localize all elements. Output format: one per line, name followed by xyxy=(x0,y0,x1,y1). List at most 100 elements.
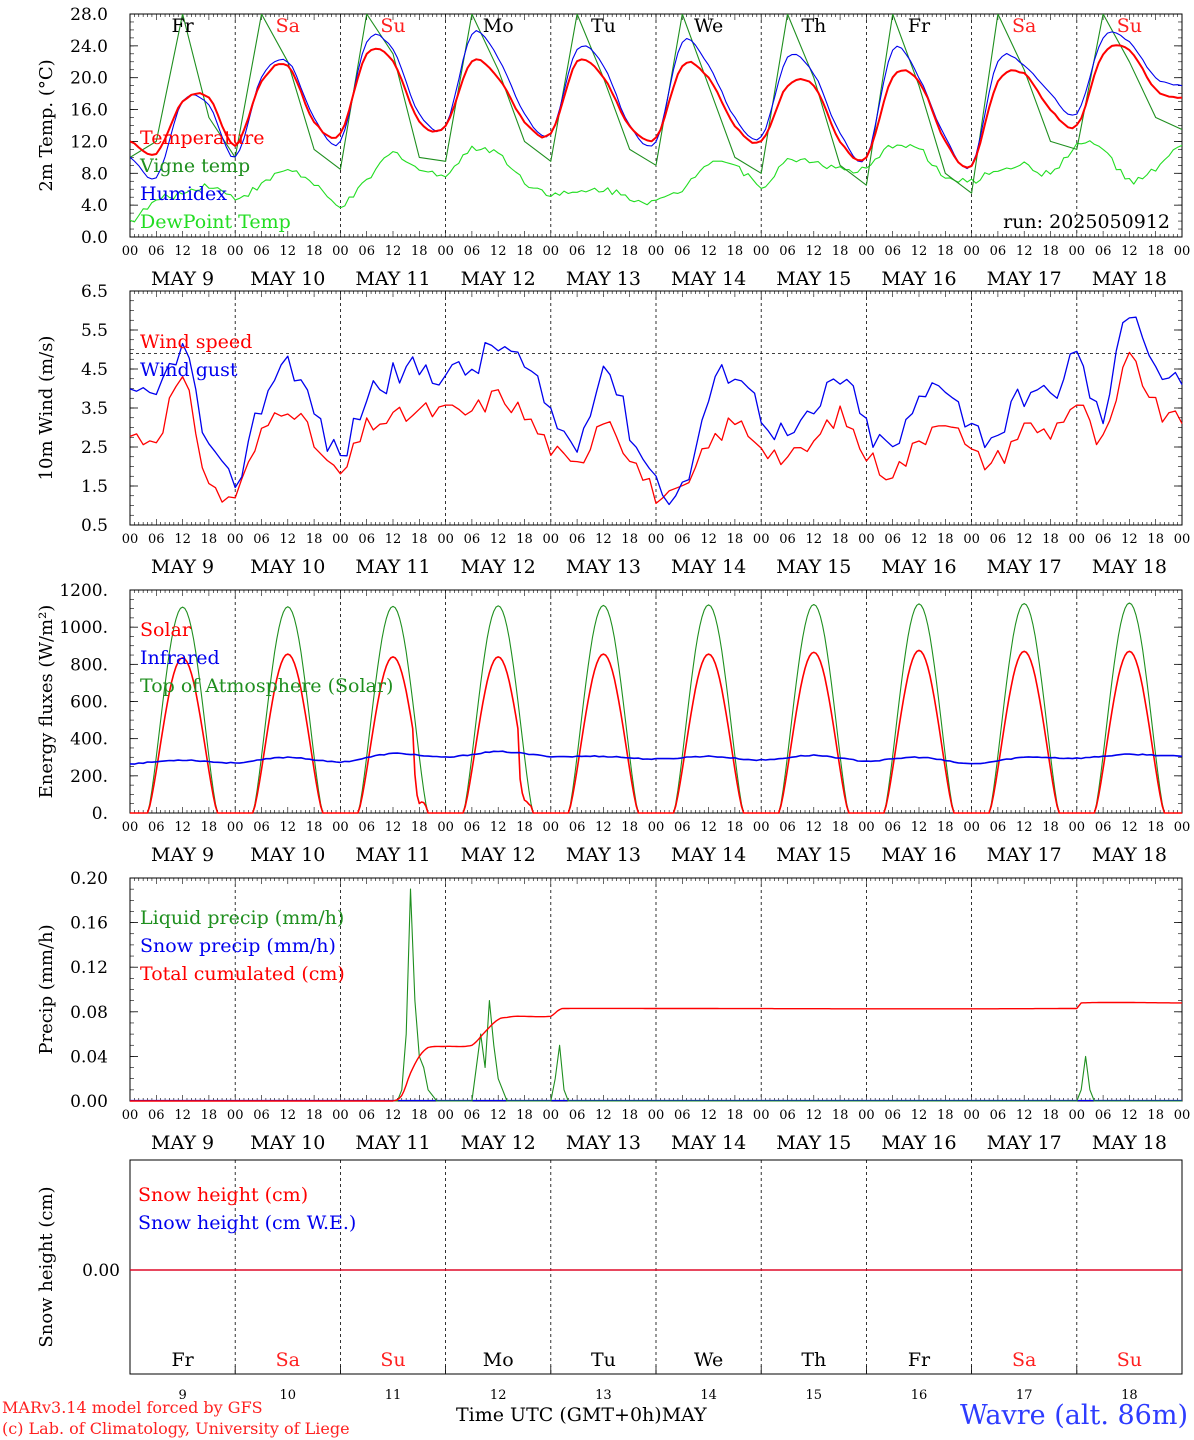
hour-tick-label: 06 xyxy=(1095,1108,1112,1123)
weekday-label: Fr xyxy=(171,15,194,37)
hour-tick-label: 06 xyxy=(884,820,901,835)
hour-tick-label: 06 xyxy=(990,532,1007,547)
hour-tick-label: 06 xyxy=(569,244,586,259)
date-label: MAY 10 xyxy=(250,268,325,290)
hour-tick-label: 06 xyxy=(358,532,375,547)
series-line-wind-gust xyxy=(129,316,1183,506)
hour-tick-label: 18 xyxy=(411,820,428,835)
hour-tick-label: 12 xyxy=(490,1108,507,1123)
hour-tick-label: 06 xyxy=(674,820,691,835)
day-number-label: 10 xyxy=(280,1388,297,1403)
hour-tick-label: 06 xyxy=(148,820,165,835)
hour-tick-label: 18 xyxy=(1042,820,1059,835)
hour-tick-label: 06 xyxy=(148,244,165,259)
hour-tick-label: 00 xyxy=(122,244,139,259)
hour-tick-label: 18 xyxy=(1147,244,1164,259)
hour-tick-label: 06 xyxy=(253,244,270,259)
hour-tick-label: 06 xyxy=(253,820,270,835)
hour-tick-label: 06 xyxy=(464,820,481,835)
y-tick-label: 6.5 xyxy=(81,282,108,302)
weekday-label: Tu xyxy=(591,1349,616,1371)
weekday-label: Fr xyxy=(908,1349,931,1371)
hour-tick-label: 18 xyxy=(727,532,744,547)
y-tick-label: 0.20 xyxy=(70,869,108,889)
date-label: MAY 15 xyxy=(776,556,851,578)
hour-tick-label: 12 xyxy=(1016,1108,1033,1123)
weekday-label: Fr xyxy=(908,15,931,37)
hour-tick-label: 18 xyxy=(1147,532,1164,547)
day-number-label: 17 xyxy=(1016,1388,1033,1403)
hour-tick-label: 18 xyxy=(1042,1108,1059,1123)
date-label: MAY 15 xyxy=(776,268,851,290)
legend-entry: Snow precip (mm/h) xyxy=(140,935,336,957)
series-line-vigne-temp xyxy=(130,14,1182,194)
weekday-label: Su xyxy=(1117,1349,1142,1371)
y-tick-label: 3.5 xyxy=(81,399,108,419)
series-line-liquid-precip xyxy=(130,888,1182,1102)
hour-tick-label: 18 xyxy=(516,244,533,259)
day-number-label: 11 xyxy=(385,1388,402,1403)
date-label: MAY 17 xyxy=(987,268,1062,290)
hour-tick-label: 06 xyxy=(358,244,375,259)
weekday-label: Sa xyxy=(1012,15,1036,37)
day-number-label: 12 xyxy=(490,1388,507,1403)
date-label: MAY 11 xyxy=(355,844,430,866)
hour-tick-label: 06 xyxy=(779,244,796,259)
hour-tick-label: 12 xyxy=(1121,820,1138,835)
series-line-temperature xyxy=(130,44,1182,169)
hour-tick-label: 00 xyxy=(1069,1108,1086,1123)
hour-tick-label: 06 xyxy=(674,244,691,259)
hour-tick-label: 00 xyxy=(122,820,139,835)
hour-tick-label: 00 xyxy=(543,820,560,835)
date-label: MAY 11 xyxy=(355,268,430,290)
hour-tick-label: 00 xyxy=(437,532,454,547)
day-number-label: 18 xyxy=(1121,1388,1138,1403)
date-label: MAY 14 xyxy=(671,556,746,578)
y-axis-label: 10m Wind (m/s) xyxy=(36,336,57,481)
y-tick-label: 0.16 xyxy=(70,914,108,934)
hour-tick-label: 18 xyxy=(1042,244,1059,259)
hour-tick-label: 06 xyxy=(358,1108,375,1123)
date-label: MAY 18 xyxy=(1092,844,1167,866)
hour-tick-label: 12 xyxy=(174,532,191,547)
hour-tick-label: 06 xyxy=(990,244,1007,259)
hour-tick-label: 18 xyxy=(201,244,218,259)
y-tick-label: 16.0 xyxy=(70,101,108,121)
y-tick-label: 0.5 xyxy=(81,516,108,536)
panel-4: 0.00 0.04 0.08 0.12 0.16 0.20 Precip (mm/h) Liq… xyxy=(36,869,1190,1154)
hour-tick-label: 00 xyxy=(227,820,244,835)
hour-tick-label: 12 xyxy=(490,820,507,835)
run-annotation: run: 2025050912 xyxy=(1003,211,1170,233)
y-tick-label: 200. xyxy=(70,767,108,787)
hour-tick-label: 18 xyxy=(832,532,849,547)
hour-tick-label: 12 xyxy=(700,532,717,547)
hour-tick-label: 18 xyxy=(832,244,849,259)
hour-tick-label: 00 xyxy=(963,244,980,259)
hour-tick-label: 06 xyxy=(569,820,586,835)
y-axis-label: Snow height (cm) xyxy=(36,1186,57,1347)
series-line-solar xyxy=(130,649,1182,814)
hour-tick-label: 06 xyxy=(674,532,691,547)
y-tick-label: 8.0 xyxy=(81,164,108,184)
legend-entry: Humidex xyxy=(140,183,227,205)
y-tick-label: 4.0 xyxy=(81,196,108,216)
hour-tick-label: 00 xyxy=(648,532,665,547)
hour-tick-label: 06 xyxy=(569,532,586,547)
hour-tick-label: 00 xyxy=(963,820,980,835)
date-label: MAY 16 xyxy=(881,268,956,290)
hour-tick-label: 06 xyxy=(884,532,901,547)
hour-tick-label: 00 xyxy=(1174,244,1191,259)
hour-tick-label: 00 xyxy=(858,1108,875,1123)
hour-tick-label: 18 xyxy=(621,532,638,547)
hour-tick-label: 00 xyxy=(648,820,665,835)
weekday-label: Mo xyxy=(483,15,514,37)
hour-tick-label: 12 xyxy=(700,820,717,835)
y-tick-label: 0.00 xyxy=(70,1092,108,1112)
hour-tick-label: 18 xyxy=(832,820,849,835)
hour-tick-label: 18 xyxy=(621,820,638,835)
hour-tick-label: 12 xyxy=(595,244,612,259)
hour-tick-label: 12 xyxy=(806,244,823,259)
hour-tick-label: 06 xyxy=(779,820,796,835)
hour-tick-label: 12 xyxy=(1016,244,1033,259)
weekday-label: Mo xyxy=(483,1349,514,1371)
